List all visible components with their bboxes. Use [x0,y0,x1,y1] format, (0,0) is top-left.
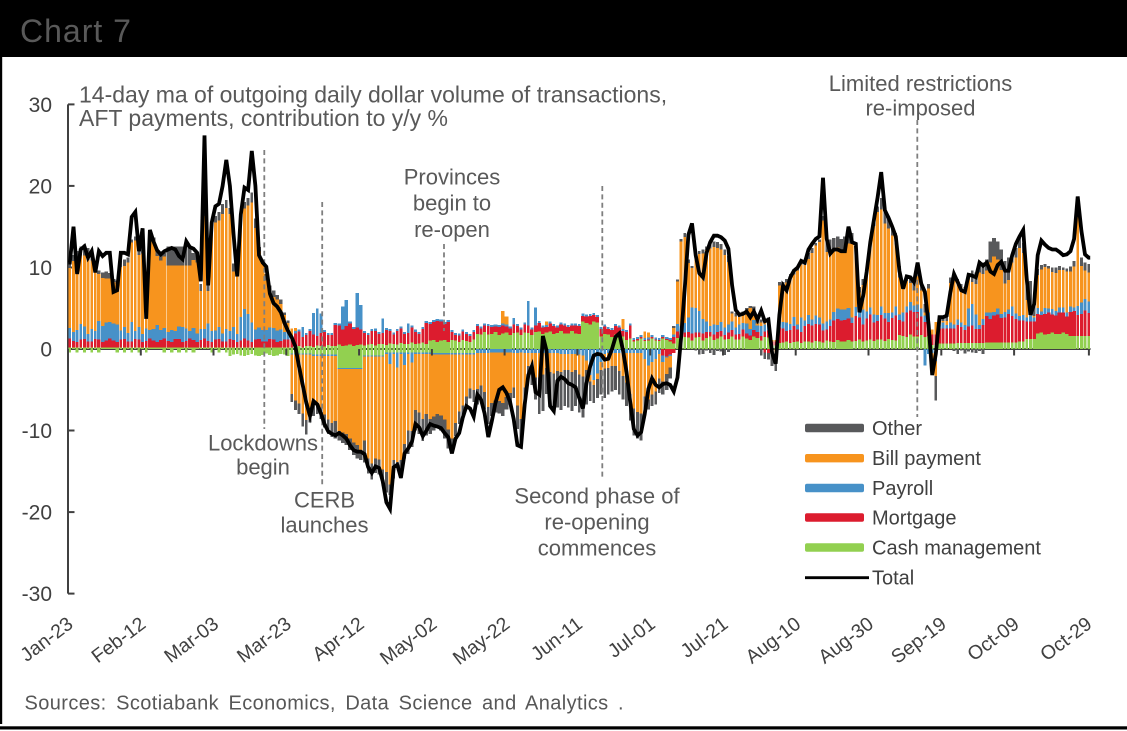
svg-text:Cash management: Cash management [872,538,1041,560]
svg-text:Limited restrictions: Limited restrictions [829,71,1012,96]
svg-text:re-opening: re-opening [544,510,649,535]
svg-text:commences: commences [538,536,657,561]
svg-text:Mortgage: Mortgage [872,508,957,530]
svg-text:begin: begin [236,455,290,480]
svg-text:re-imposed: re-imposed [865,95,975,120]
svg-text:AFT payments, contribution to: AFT payments, contribution to y/y % [79,105,448,131]
svg-text:20: 20 [29,175,52,198]
svg-text:Bill payment: Bill payment [872,448,981,470]
svg-text:re-open: re-open [414,217,490,242]
svg-text:14-day ma of outgoing daily do: 14-day ma of outgoing daily dollar volum… [79,82,667,108]
svg-text:CERB: CERB [294,488,355,513]
svg-text:Provinces: Provinces [404,164,501,189]
svg-text:30: 30 [29,94,52,117]
svg-text:Other: Other [872,418,922,440]
svg-text:Chart 7: Chart 7 [20,13,132,49]
svg-text:Sources: Scotiabank Economics,: Sources: Scotiabank Economics, Data Scie… [25,693,625,715]
svg-text:Second phase of: Second phase of [514,484,680,509]
svg-text:Lockdowns: Lockdowns [208,431,318,456]
svg-text:10: 10 [29,257,52,280]
svg-text:Total: Total [872,568,914,590]
svg-text:Payroll: Payroll [872,478,933,500]
svg-text:-30: -30 [22,583,52,606]
svg-text:-10: -10 [22,420,52,443]
svg-text:-20: -20 [22,502,52,525]
svg-text:0: 0 [40,339,52,362]
svg-text:begin to: begin to [413,191,491,216]
svg-text:launches: launches [280,513,368,538]
